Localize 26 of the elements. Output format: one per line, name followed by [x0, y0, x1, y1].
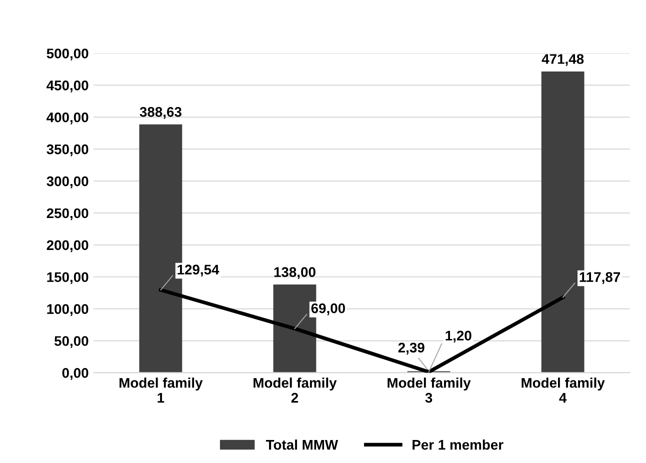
x-tick-label: Model family 1	[120, 378, 203, 403]
data-label: 138,00	[274, 267, 316, 280]
legend-label: Total MMW	[266, 440, 338, 450]
y-tick-label: 0,00	[62, 368, 88, 380]
y-tick-label: 250,00	[46, 208, 88, 220]
y-tick-label: 350,00	[46, 144, 88, 156]
line-series	[158, 288, 565, 373]
x-tick-label: Model family 2	[254, 378, 337, 403]
data-label: 1,20	[446, 330, 472, 343]
y-tick-label: 150,00	[47, 272, 88, 284]
data-label: 2,39	[398, 342, 424, 355]
x-tick-label: Model family 4	[522, 378, 605, 403]
x-tick-label: Model family 3	[388, 378, 471, 403]
data-label: 69,00	[311, 303, 346, 316]
y-tick-label: 200,00	[46, 240, 88, 252]
y-tick-label: 100,00	[47, 304, 88, 316]
y-tick-label: 500,00	[46, 48, 88, 60]
data-label: 117,87	[580, 272, 620, 284]
y-tick-label: 300,00	[46, 176, 88, 188]
data-label: 388,63	[140, 107, 182, 119]
y-tick-label: 400,00	[46, 112, 88, 124]
data-label: 129,54	[178, 264, 220, 277]
legend-label: Per 1 member	[412, 440, 504, 450]
y-tick-label: 50,00	[54, 336, 88, 348]
y-tick-label: 450,00	[46, 80, 88, 92]
data-label: 471,48	[542, 54, 584, 66]
